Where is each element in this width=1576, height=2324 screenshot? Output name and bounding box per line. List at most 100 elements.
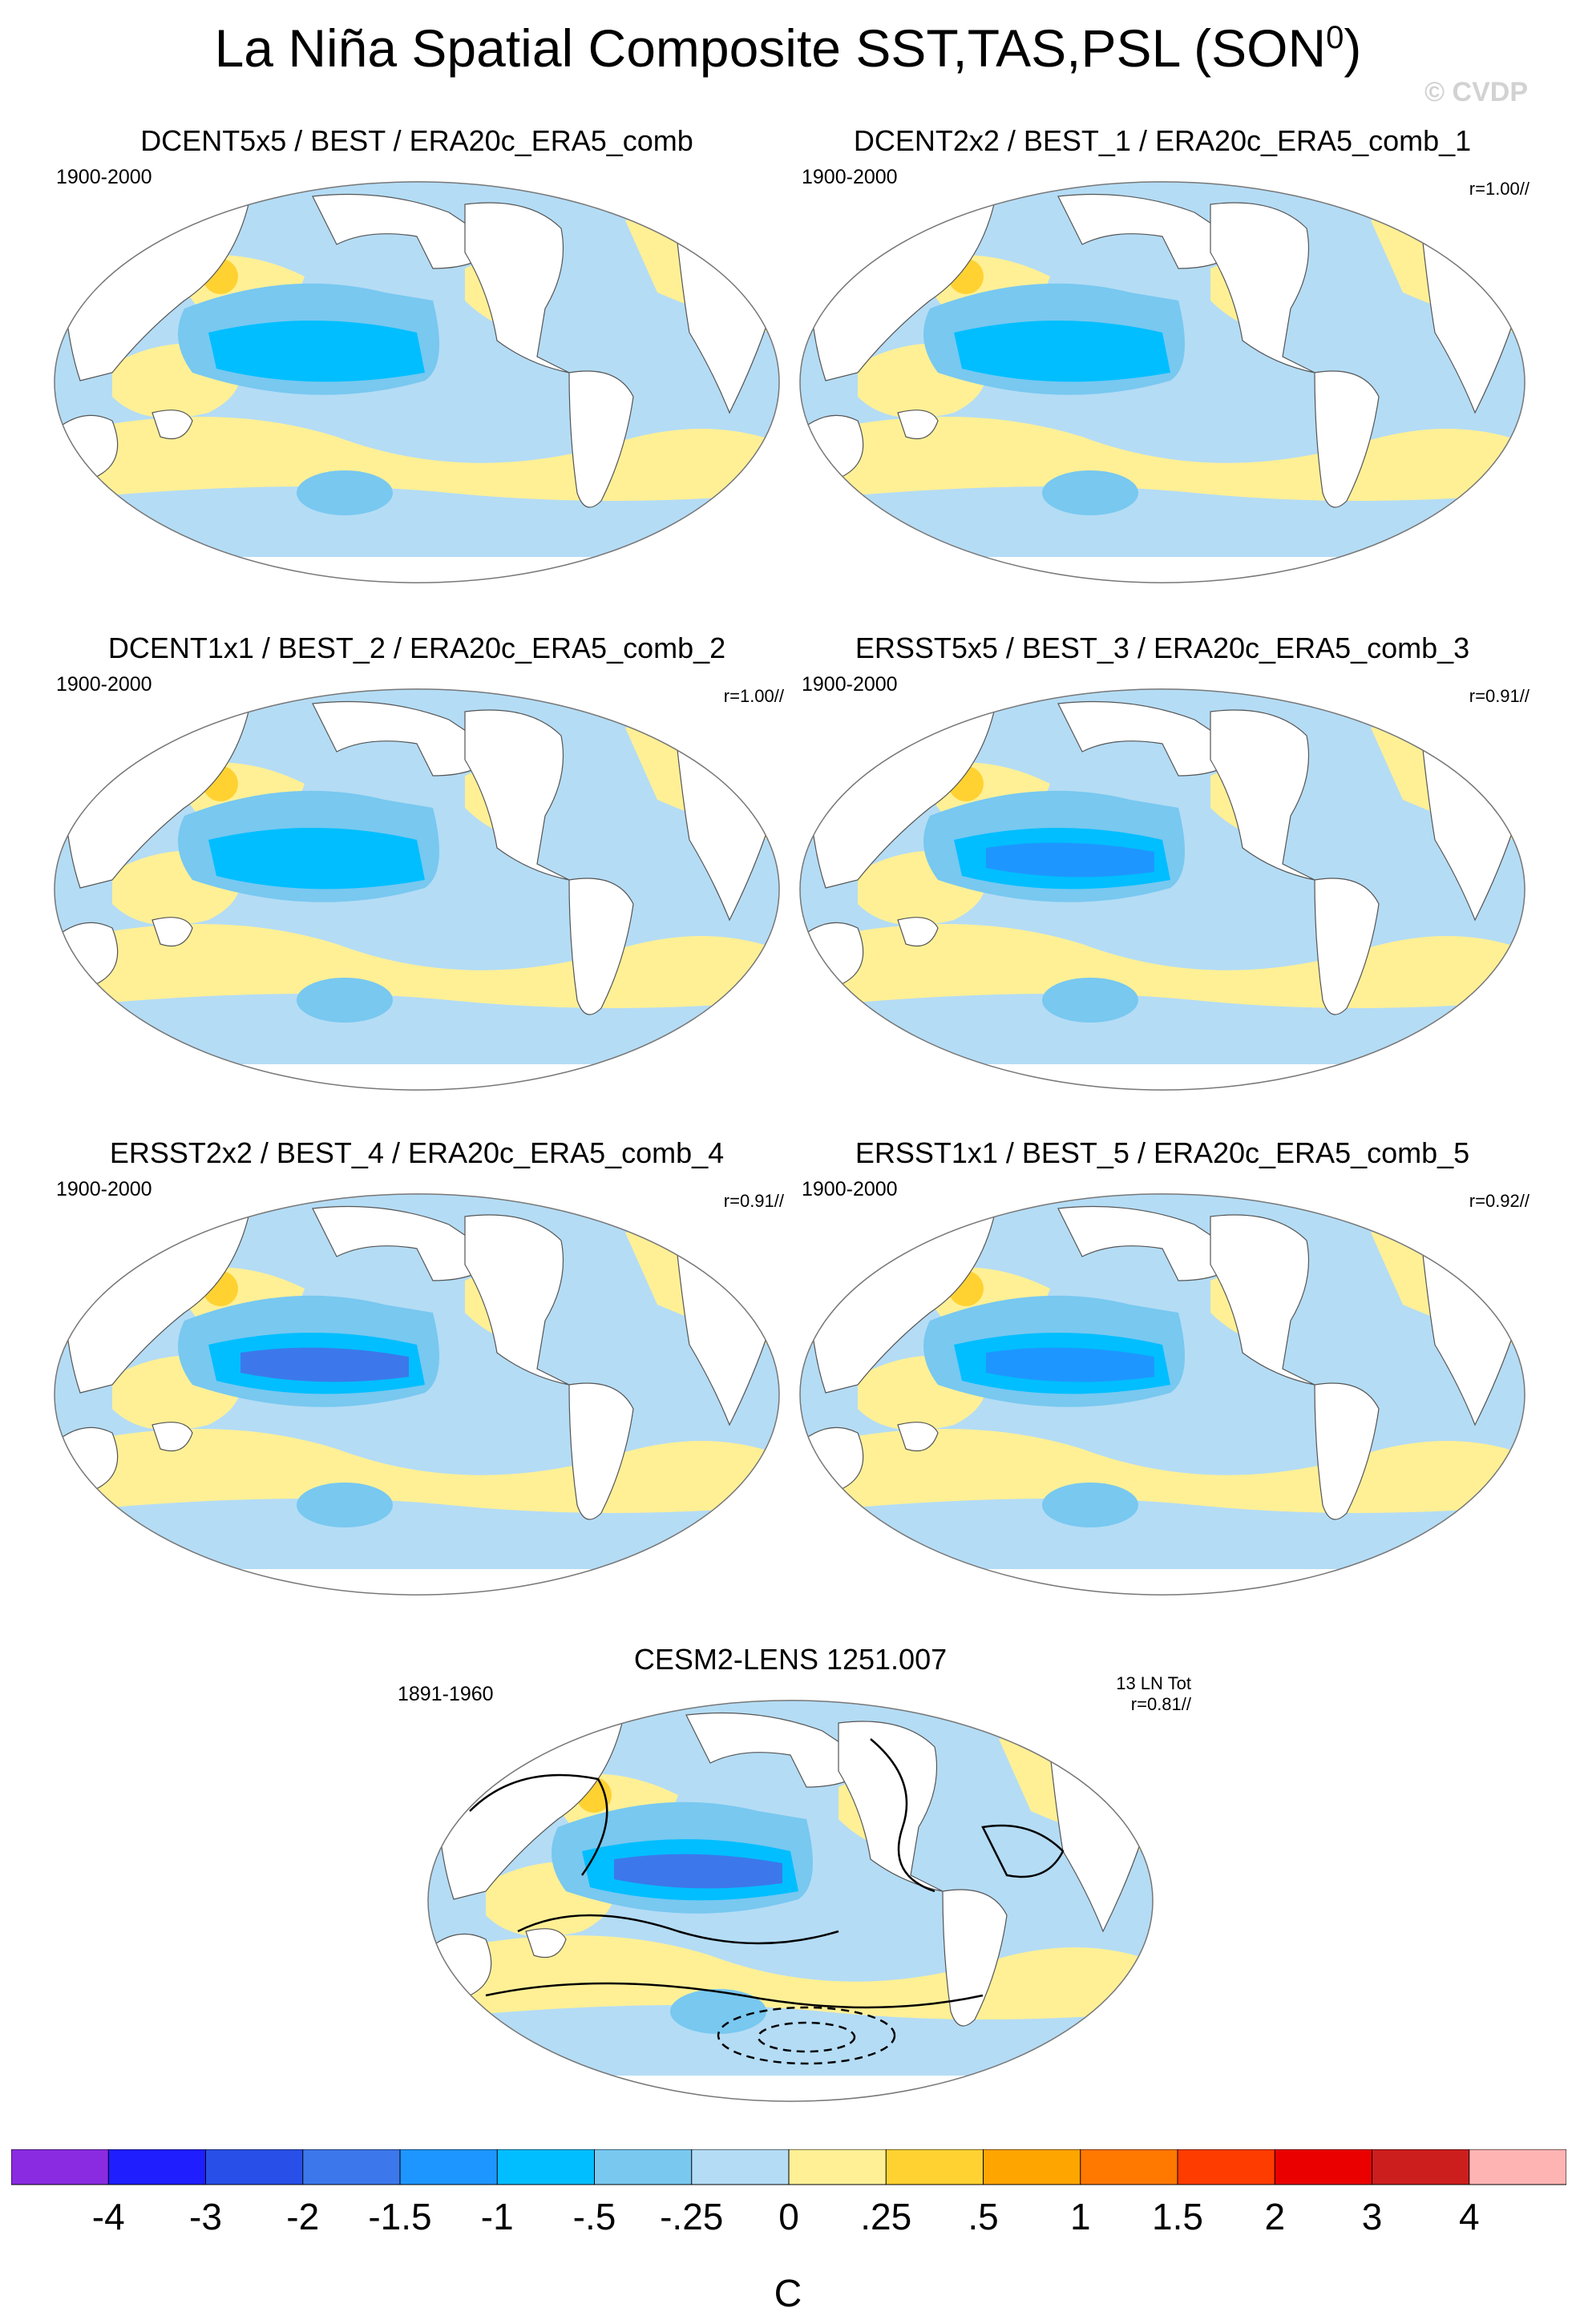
map-plot <box>799 181 1525 583</box>
cold-tongue-core <box>986 1347 1154 1382</box>
map-outline <box>427 1700 1154 2102</box>
map-outline <box>54 688 780 1091</box>
colorbar-swatch <box>205 2149 303 2185</box>
psl-contour-line <box>485 1982 984 2009</box>
main-title: La Niña Spatial Composite SST,TAS,PSL (S… <box>0 18 1576 79</box>
colorbar-swatch <box>108 2149 206 2185</box>
map-panel-5: ERSST1x1 / BEST_5 / ERA20c_ERA5_comb_5 1… <box>794 1136 1531 1617</box>
panel-title: DCENT1x1 / BEST_2 / ERA20c_ERA5_comb_2 <box>107 631 726 664</box>
map-outline <box>799 688 1525 1091</box>
colorbar-swatch <box>497 2149 595 2185</box>
panel-correlation: r=1.00// <box>723 686 784 706</box>
land-mass-6 <box>152 1422 193 1452</box>
land-mass-6 <box>897 410 939 440</box>
colorbar-tick-label: 3 <box>1362 2196 1383 2237</box>
panel-period: 1900-2000 <box>56 673 152 696</box>
cold-region-south-pacific <box>297 978 393 1023</box>
panel-title: ERSST1x1 / BEST_5 / ERA20c_ERA5_comb_5 <box>855 1136 1470 1169</box>
colorbar-swatch <box>1178 2149 1275 2185</box>
map-plot <box>54 688 780 1091</box>
colorbar-tick-label: -3 <box>189 2196 222 2237</box>
cold-region-south-pacific <box>670 1989 766 2034</box>
panel-title: DCENT5x5 / BEST / ERA20c_ERA5_comb <box>140 124 693 157</box>
colorbar-swatch <box>691 2149 789 2185</box>
map-outline <box>54 181 780 583</box>
cold-region-south-pacific <box>1042 470 1138 515</box>
title-close: ) <box>1344 18 1362 78</box>
land-mass-3 <box>1314 370 1380 508</box>
map-outline <box>799 181 1525 583</box>
psl-contours <box>469 1738 1065 2065</box>
colorbar-tick-label: 1.5 <box>1152 2196 1203 2237</box>
colorbar-tick-label: 1 <box>1070 2196 1091 2237</box>
psl-contour-line <box>870 1738 935 1893</box>
psl-contour-line <box>981 1824 1065 1878</box>
panel-period: 1900-2000 <box>802 166 898 188</box>
panel-correlation: r=0.92// <box>1469 1191 1530 1211</box>
panel-correlation: r=0.91// <box>1469 686 1530 706</box>
cold-region-south-pacific <box>1042 978 1138 1023</box>
psl-contour-line <box>469 1773 608 1876</box>
colorbar: -4 -3 -2 -1.5 -1 -.5 -.25 0 .25 .5 1 1.5 2 3 4 <box>11 2149 1566 2237</box>
antarctica <box>427 2076 1153 2102</box>
cold-region-south-pacific <box>297 1483 393 1527</box>
colorbar-swatch <box>400 2149 498 2185</box>
land-mass-5 <box>54 1426 119 1490</box>
map-panel-1: DCENT2x2 / BEST_1 / ERA20c_ERA5_comb_1 1… <box>794 124 1531 605</box>
map-outline <box>799 1193 1525 1596</box>
cold-tongue-core <box>240 842 409 878</box>
colorbar-swatch <box>789 2149 887 2185</box>
colorbar-unit-label: C <box>774 2273 802 2315</box>
map-panel-3: ERSST5x5 / BEST_3 / ERA20c_ERA5_comb_3 1… <box>794 631 1531 1112</box>
colorbar-swatch <box>1275 2149 1372 2185</box>
psl-contour-line <box>517 1914 839 1945</box>
land-mass-5 <box>54 922 119 985</box>
land-mass-3 <box>1314 878 1380 1015</box>
colorbar-swatch <box>1080 2149 1178 2185</box>
panel-correlation: r=1.00// <box>1469 179 1530 199</box>
psl-contour-dashed <box>717 2006 896 2065</box>
land-mass-3 <box>568 1382 634 1520</box>
panel-event-count: 13 LN Tot <box>1116 1673 1191 1693</box>
panel-period: 1891-1960 <box>398 1683 494 1705</box>
map-field <box>799 688 1525 1091</box>
colorbar-swatch <box>594 2149 692 2185</box>
map-field <box>54 181 779 583</box>
land-mass-3 <box>568 370 634 508</box>
colorbar-tick-label: -.25 <box>660 2196 723 2237</box>
land-mass-6 <box>152 410 193 440</box>
land-mass-2 <box>464 202 570 373</box>
cold-tongue-core <box>240 335 409 370</box>
map-panel-6: CESM2-LENS 1251.007 1891-1960 13 LN Tot … <box>398 1643 1191 2124</box>
land-mass-2 <box>1210 202 1315 373</box>
panel-correlation: r=0.81// <box>1130 1694 1191 1714</box>
antarctica <box>799 1569 1525 1596</box>
cold-tongue-core <box>614 1854 782 1889</box>
map-plot <box>54 1193 780 1596</box>
land-mass-2 <box>1210 709 1315 881</box>
antarctica <box>54 1569 779 1596</box>
colorbar-swatch <box>1469 2149 1566 2185</box>
colorbar-tick-label: .25 <box>860 2196 911 2237</box>
land-mass-5 <box>799 1426 864 1490</box>
colorbar-tick-label: -2 <box>286 2196 319 2237</box>
cold-region-south-pacific <box>297 470 393 515</box>
land-mass-2 <box>464 1214 570 1386</box>
colorbar-tick-label: 0 <box>778 2196 799 2237</box>
colorbar-tick-label: -4 <box>92 2196 125 2237</box>
psl-contour-dashed <box>757 2021 856 2053</box>
map-plot <box>54 181 780 583</box>
land-mass-5 <box>427 1933 492 1996</box>
land-mass-6 <box>897 917 939 947</box>
land-mass-2 <box>838 1721 944 1892</box>
cold-tongue-core <box>986 842 1154 878</box>
panel-title: ERSST2x2 / BEST_4 / ERA20c_ERA5_comb_4 <box>109 1136 725 1169</box>
panel-period: 1900-2000 <box>56 166 152 188</box>
antarctica <box>54 1064 779 1091</box>
colorbar-tick-label: .5 <box>968 2196 998 2237</box>
colorbar-tick-label: -1 <box>481 2196 514 2237</box>
land-mass-6 <box>525 1928 567 1959</box>
colorbar-tick-label: 2 <box>1264 2196 1285 2237</box>
map-field <box>54 1193 779 1596</box>
map-field <box>799 1193 1525 1596</box>
